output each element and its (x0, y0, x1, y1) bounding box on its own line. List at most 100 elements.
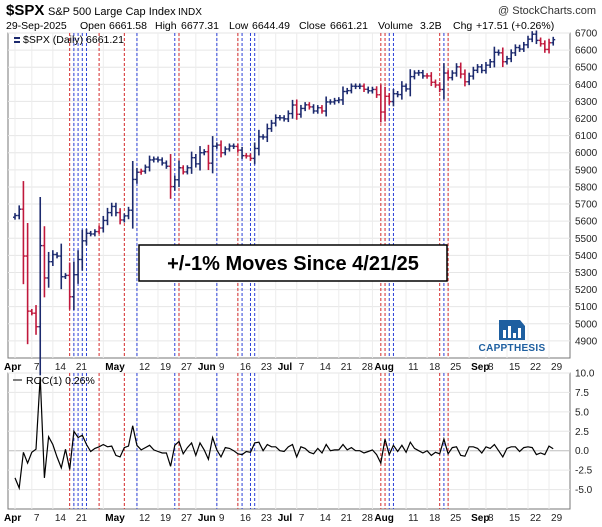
ohlc-bar (202, 149, 207, 156)
ohlc-bar (122, 213, 127, 223)
price-tick-label: 6600 (575, 46, 598, 57)
ohlc-bar (433, 79, 438, 88)
price-tick-label: 5000 (575, 319, 598, 330)
ohlc-bar (21, 181, 26, 285)
annotation-text: +/-1% Moves Since 4/21/25 (167, 253, 419, 275)
ohlc-bar (387, 93, 392, 105)
ohlc-bar (198, 146, 203, 171)
ohlc-bar (164, 160, 169, 169)
price-x-tick-label: 27 (181, 362, 193, 373)
ohlc-bar (109, 202, 114, 217)
roc-x-tick-label: 29 (551, 513, 563, 524)
price-tick-label: 6700 (575, 29, 598, 40)
price-tick-label: 6000 (575, 148, 598, 159)
price-tick-label: 5700 (575, 200, 598, 211)
ohlc-bar (25, 223, 30, 345)
ohlc-bar (475, 64, 480, 74)
ohlc-bar (324, 96, 329, 117)
ohlc-bar (446, 70, 451, 81)
price-x-tick-label: Aug (374, 362, 393, 373)
ohlc-bar (113, 202, 118, 217)
ohlc-bar (176, 160, 181, 187)
roc-x-tick-label: 27 (181, 513, 193, 524)
roc-x-axis: Apr 7 14 21 May 12 19 27 Jun 9 16 23 Jul 7 14 21 28 Aug 11… (4, 513, 563, 524)
ohlc-bar (34, 305, 39, 335)
ohlc-bar (298, 104, 303, 118)
ohlc-bar (286, 110, 291, 123)
ohlc-bar (248, 153, 253, 161)
ohlc-bar (366, 86, 371, 94)
roc-tick-label: 5.0 (575, 407, 589, 418)
ohlc-bar (509, 49, 514, 63)
price-tick-label: 5300 (575, 268, 598, 279)
ohlc-bar (42, 226, 47, 298)
ohlc-bar (362, 83, 367, 93)
ohlc-bar (134, 167, 139, 184)
price-tick-label: 4900 (575, 336, 598, 347)
price-x-tick-label: 23 (261, 362, 273, 373)
ohlc-bar (231, 143, 236, 149)
price-tick-label: 6400 (575, 80, 598, 91)
price-x-tick-label: 12 (139, 362, 151, 373)
ohlc-bar (256, 129, 261, 156)
header-date: 29-Sep-2025 (6, 20, 67, 32)
roc-x-tick-label: 12 (139, 513, 151, 524)
header-high-value: 6677.31 (181, 20, 219, 32)
header-open-value: 6661.58 (109, 20, 147, 32)
ohlc-bar (357, 83, 362, 90)
chart-symbol: $SPX (6, 2, 44, 19)
ohlc-bar (206, 144, 211, 171)
price-x-tick-label: 7 (299, 362, 305, 373)
roc-x-tick-label: 21 (76, 513, 88, 524)
roc-tick-label: 2.5 (575, 427, 589, 438)
header-close-label: Close (299, 20, 326, 32)
ohlc-bar (420, 69, 425, 79)
roc-x-tick-label: 7 (299, 513, 305, 524)
ohlc-bar (84, 228, 89, 246)
ohlc-bar (50, 250, 55, 267)
ohlc-bar (383, 86, 388, 122)
ohlc-bar (437, 82, 442, 93)
roc-tick-label: -5.0 (575, 485, 593, 496)
roc-tick-label: 7.5 (575, 388, 589, 399)
chart-exchange: INDX (178, 7, 202, 18)
price-x-tick-label: 21 (76, 362, 88, 373)
ohlc-bar (441, 63, 446, 100)
price-x-tick-label: Jun (198, 362, 216, 373)
ohlc-bar (378, 84, 383, 123)
price-grid (8, 32, 570, 358)
ohlc-bar (391, 89, 396, 107)
roc-x-tick-label: 19 (160, 513, 172, 524)
roc-x-tick-label: Jun (198, 513, 216, 524)
ohlc-bar (315, 105, 320, 114)
price-panel (7, 32, 571, 359)
header-low-value: 6644.49 (252, 20, 290, 32)
roc-x-tick-label: May (105, 513, 125, 524)
header-chg-value: +17.51 (+0.26%) (476, 20, 554, 32)
ohlc-bar (193, 154, 198, 168)
ohlc-bar (143, 164, 148, 174)
ohlc-bar (538, 37, 543, 47)
ohlc-bar (265, 123, 270, 143)
price-tick-label: 6300 (575, 97, 598, 108)
price-x-tick-label: Jul (278, 362, 293, 373)
ohlc-bar (542, 40, 547, 53)
price-tick-label: 5500 (575, 234, 598, 245)
ohlc-bar (63, 273, 68, 280)
roc-x-tick-label: 7 (34, 513, 40, 524)
ohlc-bar (534, 30, 539, 45)
ohlc-bar (67, 262, 72, 310)
price-x-tick-label: 14 (320, 362, 332, 373)
price-x-tick-label: 29 (551, 362, 563, 373)
ohlc-bar (399, 81, 404, 100)
ohlc-bar (235, 143, 240, 153)
ohlc-bar (261, 134, 266, 140)
price-bars (13, 30, 556, 376)
ohlc-bar (328, 99, 333, 105)
ohlc-bar (269, 119, 274, 132)
ohlc-bar (88, 230, 93, 237)
header-close-value: 6661.21 (330, 20, 368, 32)
ohlc-bar (101, 215, 106, 233)
ohlc-bar (319, 105, 324, 114)
roc-x-tick-label: 9 (219, 513, 225, 524)
